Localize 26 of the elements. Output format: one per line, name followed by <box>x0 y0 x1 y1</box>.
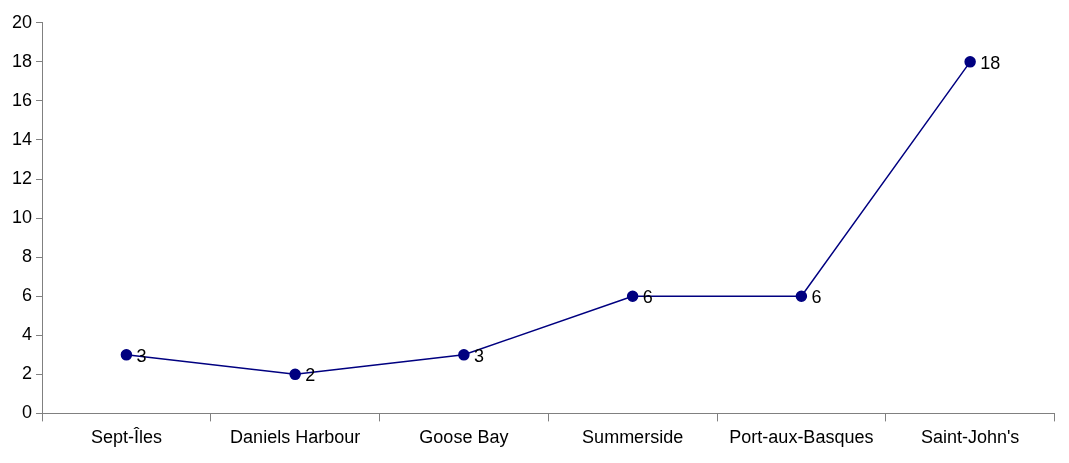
y-tick-label: 8 <box>22 246 33 267</box>
point <box>289 368 301 381</box>
y-tick-label: 20 <box>11 11 33 32</box>
y-tick-label: 2 <box>22 363 33 384</box>
x-tick-label: Saint-John's <box>920 427 1020 448</box>
y-tick-label: 10 <box>11 207 33 228</box>
x-tick-label: Daniels Harbour <box>230 427 361 448</box>
data-label: 3 <box>473 345 484 366</box>
y-tick-label: 18 <box>11 50 33 71</box>
point <box>626 290 639 302</box>
x-tick-label: Goose Bay <box>419 427 509 448</box>
point <box>458 349 470 361</box>
y-tick-label: 16 <box>11 89 33 110</box>
y-tick-label: 12 <box>11 168 33 189</box>
x-tick-label: Sept-Îles <box>90 427 162 448</box>
point <box>795 290 808 302</box>
y-tick-label: 0 <box>22 402 33 423</box>
point <box>120 349 133 361</box>
x-tick-label: Summerside <box>582 427 684 448</box>
y-tick-label: 14 <box>11 128 33 149</box>
point <box>964 56 976 68</box>
y-tick-label: 4 <box>22 324 33 345</box>
y-tick-label: 6 <box>22 285 33 306</box>
data-label: 18 <box>980 52 1001 73</box>
data-label: 6 <box>811 287 822 308</box>
x-tick-label: Port-aux-Basques <box>729 427 874 448</box>
